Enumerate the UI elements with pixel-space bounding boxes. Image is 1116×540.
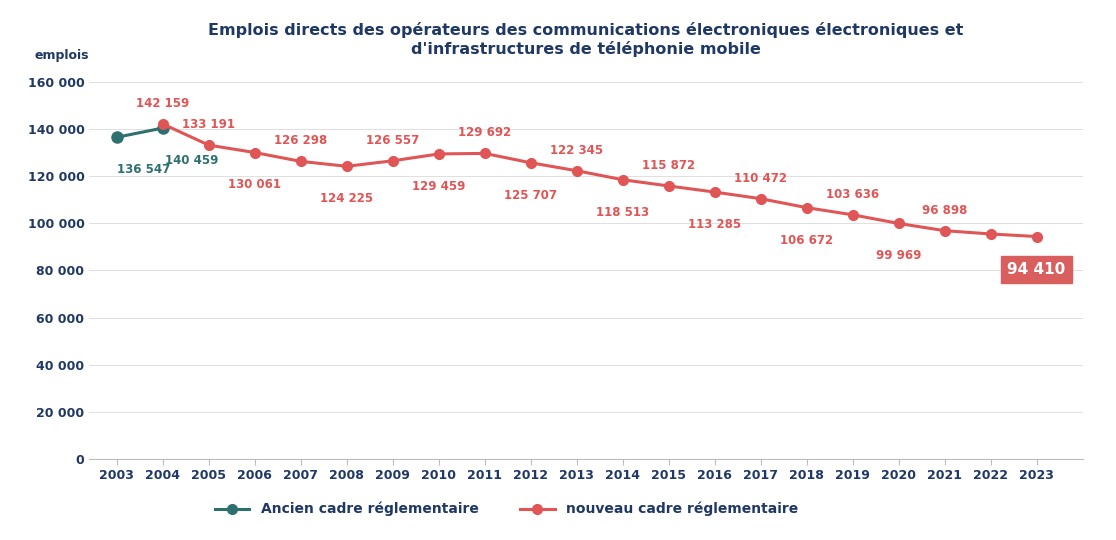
Text: 103 636: 103 636 xyxy=(826,188,879,201)
Text: 129 692: 129 692 xyxy=(458,126,511,139)
Text: 133 191: 133 191 xyxy=(182,118,235,131)
Legend: Ancien cadre réglementaire, nouveau cadre réglementaire: Ancien cadre réglementaire, nouveau cadr… xyxy=(209,496,804,522)
Text: 140 459: 140 459 xyxy=(165,154,219,167)
Title: Emplois directs des opérateurs des communications électroniques électroniques et: Emplois directs des opérateurs des commu… xyxy=(209,22,963,57)
Text: 118 513: 118 513 xyxy=(596,206,650,219)
Text: 94 410: 94 410 xyxy=(1008,262,1066,277)
Text: 122 345: 122 345 xyxy=(550,144,604,157)
Text: 115 872: 115 872 xyxy=(642,159,695,172)
Text: 124 225: 124 225 xyxy=(320,192,374,205)
Text: 106 672: 106 672 xyxy=(780,234,834,247)
Text: 126 557: 126 557 xyxy=(366,133,420,147)
Text: 130 061: 130 061 xyxy=(229,178,281,192)
Text: 99 969: 99 969 xyxy=(876,249,922,262)
Text: 96 898: 96 898 xyxy=(922,204,968,217)
Text: 142 159: 142 159 xyxy=(136,97,190,110)
Text: 113 285: 113 285 xyxy=(689,218,741,231)
Text: emplois: emplois xyxy=(35,50,89,63)
Text: 110 472: 110 472 xyxy=(734,172,787,185)
Text: 129 459: 129 459 xyxy=(412,180,465,193)
Text: 136 547: 136 547 xyxy=(117,163,170,176)
Text: 126 298: 126 298 xyxy=(275,134,327,147)
Text: 125 707: 125 707 xyxy=(504,188,557,202)
